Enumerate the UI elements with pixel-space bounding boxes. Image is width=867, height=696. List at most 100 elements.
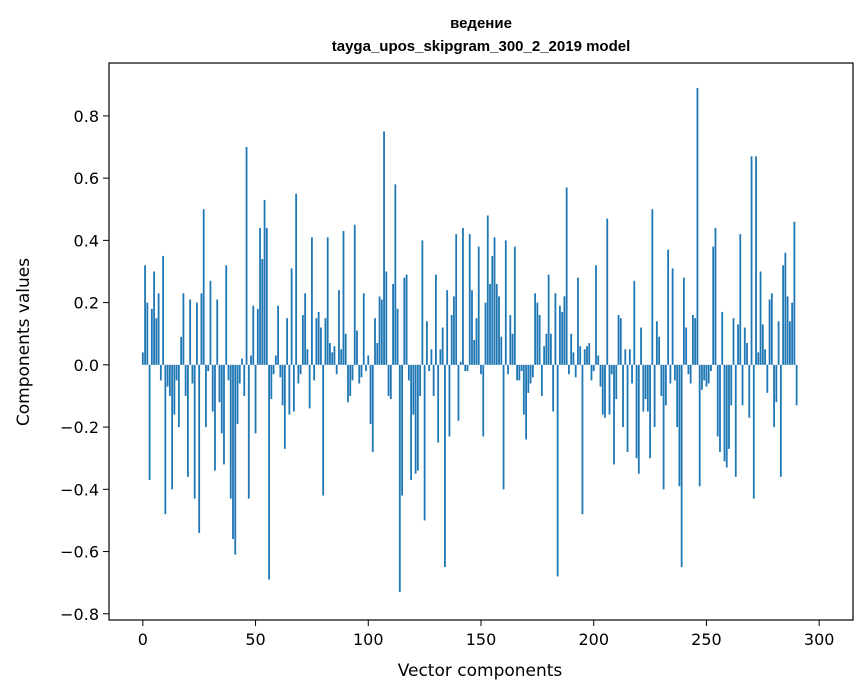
- bar: [462, 227, 464, 365]
- chart-title: ведение: [450, 15, 512, 32]
- bar: [268, 364, 270, 580]
- bar: [698, 364, 701, 487]
- bar: [655, 321, 658, 365]
- bar: [475, 318, 478, 365]
- bar: [755, 156, 757, 365]
- bar: [335, 364, 338, 375]
- bar: [247, 364, 250, 499]
- bar: [378, 296, 381, 365]
- x-axis-ticks: 0 50 100 150 200 250 300: [138, 620, 835, 649]
- bar: [193, 364, 196, 499]
- bar: [279, 364, 282, 378]
- bar: [371, 364, 374, 452]
- bar: [234, 364, 237, 555]
- bar: [385, 271, 388, 365]
- bar: [353, 224, 356, 365]
- bar: [707, 364, 710, 384]
- bar: [448, 364, 451, 437]
- bar: [175, 364, 178, 381]
- bar: [464, 364, 467, 372]
- bar: [187, 364, 189, 477]
- bar: [590, 364, 593, 381]
- bar: [480, 364, 482, 375]
- bar: [326, 237, 329, 365]
- bar: [732, 318, 735, 365]
- x-tick-label: 200: [578, 630, 609, 649]
- bar: [543, 346, 546, 365]
- y-tick-label: −0.6: [60, 543, 99, 562]
- bar: [367, 355, 370, 365]
- bar: [581, 364, 584, 515]
- bar: [288, 364, 291, 415]
- bar: [766, 364, 769, 393]
- chart-subtitle: tayga_upos_skipgram_300_2_2019 model: [332, 38, 631, 55]
- bar: [719, 364, 721, 452]
- bar: [518, 364, 521, 381]
- bar: [595, 265, 597, 365]
- bar: [701, 364, 703, 390]
- bar: [592, 364, 595, 372]
- bar: [779, 364, 782, 477]
- bar: [635, 364, 638, 459]
- bar: [376, 343, 379, 365]
- bar: [299, 364, 302, 375]
- bar: [369, 364, 372, 424]
- bar: [270, 364, 273, 400]
- bar: [416, 364, 419, 471]
- bar: [556, 364, 559, 577]
- bar: [784, 252, 787, 365]
- bar: [768, 299, 771, 365]
- bar: [728, 364, 730, 449]
- bar: [150, 308, 153, 365]
- bar: [723, 364, 726, 462]
- bar: [746, 343, 748, 365]
- bar: [507, 364, 509, 375]
- bar: [577, 277, 579, 365]
- bar: [387, 364, 390, 396]
- bar: [601, 364, 604, 415]
- bar: [583, 349, 586, 365]
- bar: [791, 302, 794, 365]
- bar: [671, 268, 674, 365]
- bar: [633, 280, 636, 365]
- bar: [613, 364, 615, 465]
- bar: [144, 265, 146, 365]
- bar: [392, 283, 394, 365]
- bar: [502, 364, 505, 490]
- bar: [775, 364, 778, 403]
- bar: [752, 364, 755, 499]
- bar: [626, 364, 629, 452]
- bar: [739, 234, 742, 365]
- bar: [196, 302, 198, 365]
- bar: [209, 280, 212, 365]
- y-tick-label: 0.8: [74, 107, 99, 126]
- bar: [637, 364, 640, 474]
- bar: [712, 246, 715, 365]
- bar: [225, 265, 228, 365]
- bar: [256, 308, 259, 365]
- x-tick-label: 300: [804, 630, 835, 649]
- bar: [374, 318, 376, 365]
- bar: [471, 290, 473, 365]
- plot-frame: [108, 62, 854, 621]
- bar: [437, 364, 440, 443]
- bar: [734, 364, 737, 477]
- bar: [615, 364, 618, 400]
- bar: [223, 364, 225, 465]
- bar: [561, 311, 564, 365]
- bar: [649, 364, 651, 459]
- bar: [441, 327, 444, 365]
- bar: [667, 249, 670, 365]
- bar: [565, 187, 568, 365]
- bar: [570, 333, 573, 365]
- bar: [468, 234, 471, 365]
- bar: [658, 336, 661, 365]
- bar: [491, 255, 494, 365]
- bar: [281, 364, 284, 406]
- bar: [748, 364, 751, 418]
- bar: [317, 311, 320, 365]
- bar: [716, 364, 719, 437]
- bar: [407, 364, 410, 381]
- bar: [365, 364, 367, 372]
- bar: [349, 364, 352, 396]
